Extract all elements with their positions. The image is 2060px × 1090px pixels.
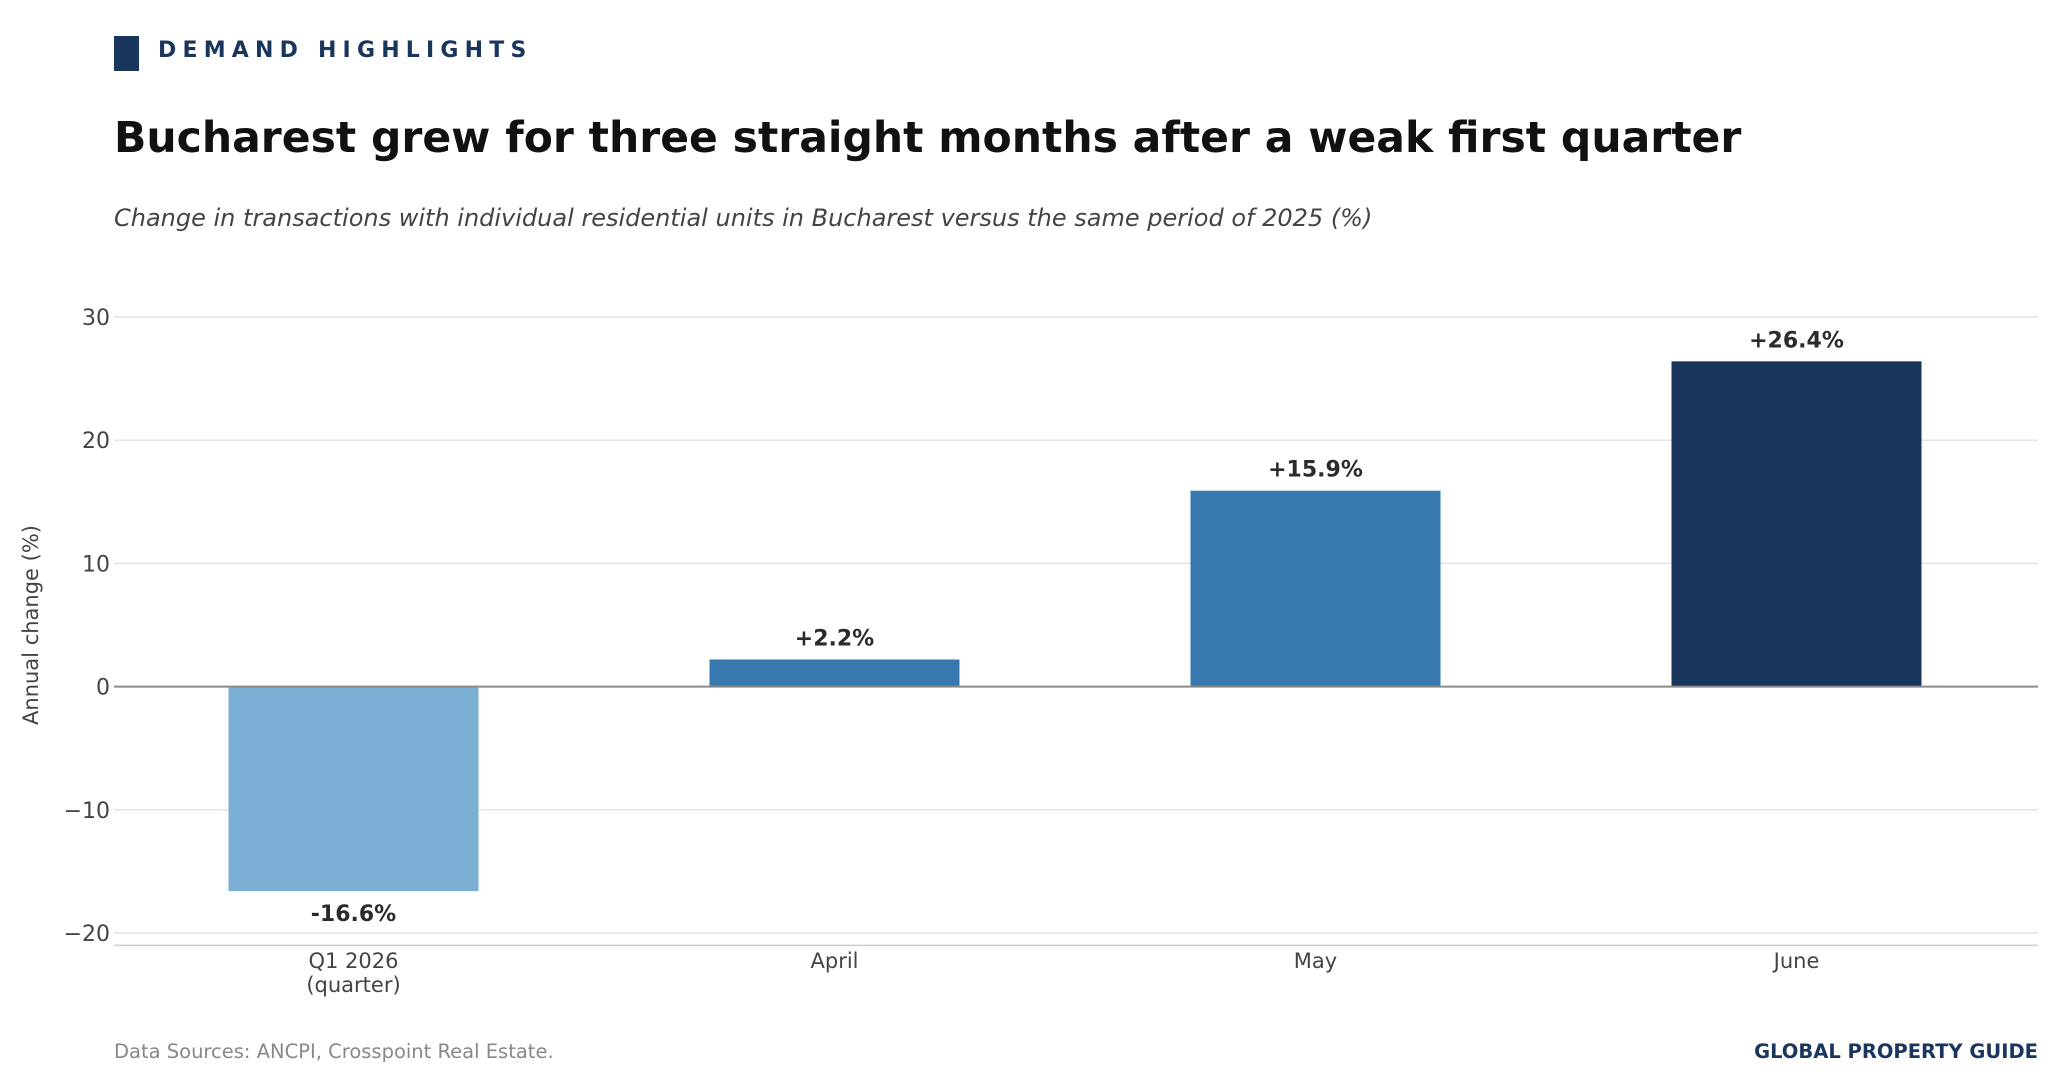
chart-subtitle: Change in transactions with individual r… — [114, 204, 1373, 232]
x-tick-label: April — [811, 949, 859, 973]
y-tick-label: 20 — [82, 429, 110, 454]
chart-title: Bucharest grew for three straight months… — [114, 114, 1742, 163]
bar — [228, 686, 479, 892]
data-source-note: Data Sources: ANCPI, Crosspoint Real Est… — [114, 1040, 554, 1063]
bar — [1671, 361, 1922, 687]
y-axis-title: Annual change (%) — [19, 525, 43, 725]
brand-label: GLOBAL PROPERTY GUIDE — [1754, 1040, 2038, 1063]
x-tick-label: June — [1772, 949, 1820, 973]
x-tick-label: (quarter) — [306, 973, 400, 997]
bar — [709, 659, 960, 687]
y-tick-label: 10 — [82, 552, 110, 577]
kicker-marker — [114, 36, 139, 71]
bar — [1190, 490, 1441, 687]
y-tick-label: −10 — [64, 799, 110, 824]
data-label: +15.9% — [1268, 458, 1363, 483]
y-tick-label: −20 — [64, 922, 110, 947]
x-tick-label: May — [1294, 949, 1337, 973]
data-label: +26.4% — [1749, 328, 1844, 353]
section-kicker: DEMAND HIGHLIGHTS — [158, 38, 533, 63]
y-tick-label: 30 — [82, 306, 110, 331]
data-label: -16.6% — [311, 902, 396, 927]
data-label: +2.2% — [795, 626, 874, 651]
x-tick-label: Q1 2026 — [308, 949, 398, 973]
y-tick-label: 0 — [96, 676, 110, 701]
